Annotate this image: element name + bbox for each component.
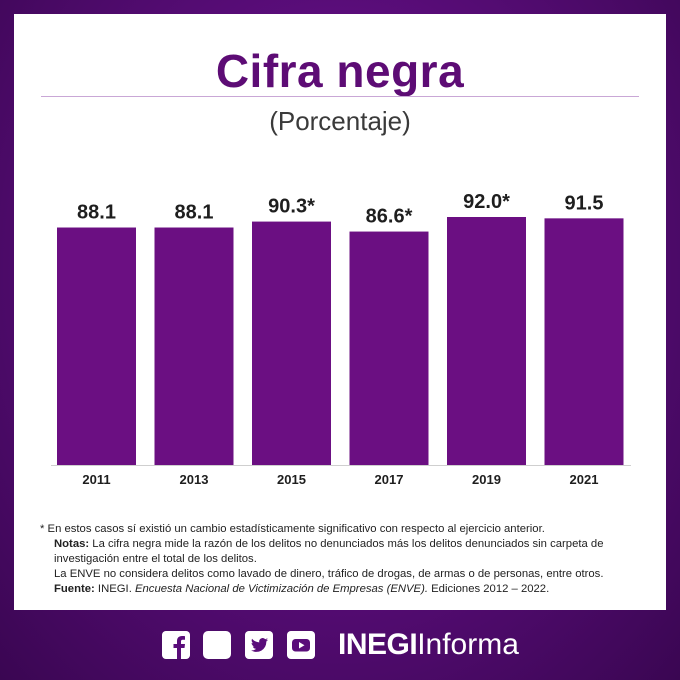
bar-2021 bbox=[544, 218, 624, 465]
asterisk-note: * En estos casos sí existió un cambio es… bbox=[40, 523, 545, 535]
fuente-label: Fuente: bbox=[54, 583, 95, 595]
bar-2011 bbox=[57, 227, 136, 465]
youtube-icon[interactable] bbox=[287, 631, 315, 659]
enve-note: La ENVE no considera delitos como lavado… bbox=[54, 568, 604, 580]
x-tick-2013: 2013 bbox=[180, 472, 209, 487]
title-divider bbox=[41, 96, 639, 97]
bar-2019 bbox=[447, 217, 526, 465]
source-note: Fuente: INEGI. Encuesta Nacional de Vict… bbox=[40, 582, 650, 597]
page-title: Cifra negra bbox=[215, 45, 465, 97]
notas-note: Notas: La cifra negra mide la razón de l… bbox=[40, 537, 650, 567]
footer-bar: INEGIInforma bbox=[0, 622, 680, 670]
data-label-2017: 86.6* bbox=[366, 206, 413, 228]
inegi-informa-logo: INEGIInforma bbox=[338, 628, 519, 662]
data-label-2019: 92.0* bbox=[463, 191, 510, 213]
data-label-2011: 88.1 bbox=[77, 202, 116, 224]
chart-subtitle: (Porcentaje) bbox=[269, 106, 411, 136]
x-tick-2011: 2011 bbox=[82, 472, 110, 487]
footnotes: * En estos casos sí existió un cambio es… bbox=[40, 522, 650, 597]
x-tick-2021: 2021 bbox=[570, 472, 599, 487]
bar-2015 bbox=[252, 221, 331, 465]
x-tick-2019: 2019 bbox=[472, 472, 501, 487]
instagram-icon[interactable] bbox=[203, 631, 231, 659]
brand-inegi: INEGI bbox=[338, 628, 418, 661]
bar-2017 bbox=[349, 231, 429, 465]
notas-text: La cifra negra mide la razón de los deli… bbox=[54, 538, 604, 565]
data-label-2015: 90.3* bbox=[268, 196, 315, 218]
x-tick-2017: 2017 bbox=[375, 472, 404, 487]
infographic-card: Cifra negra (Porcentaje) 88.1 88.1 90.3* 86… bbox=[14, 14, 666, 610]
data-label-2013: 88.1 bbox=[175, 202, 214, 224]
twitter-icon[interactable] bbox=[245, 631, 273, 659]
fuente-org: INEGI. bbox=[94, 583, 135, 595]
facebook-icon[interactable] bbox=[162, 631, 190, 659]
fuente-editions: Ediciones 2012 – 2022. bbox=[428, 583, 550, 595]
brand-informa: Informa bbox=[417, 628, 519, 661]
notas-label: Notas: bbox=[54, 538, 90, 550]
bar-chart: 88.1 88.1 90.3* 86.6* 92.0* 91.5 2011 2013 2015… bbox=[51, 191, 631, 487]
fuente-survey: Encuesta Nacional de Victimización de Em… bbox=[134, 583, 428, 595]
x-tick-2015: 2015 bbox=[277, 472, 306, 487]
data-label-2021: 91.5 bbox=[565, 192, 604, 214]
bar-2013 bbox=[154, 227, 234, 465]
